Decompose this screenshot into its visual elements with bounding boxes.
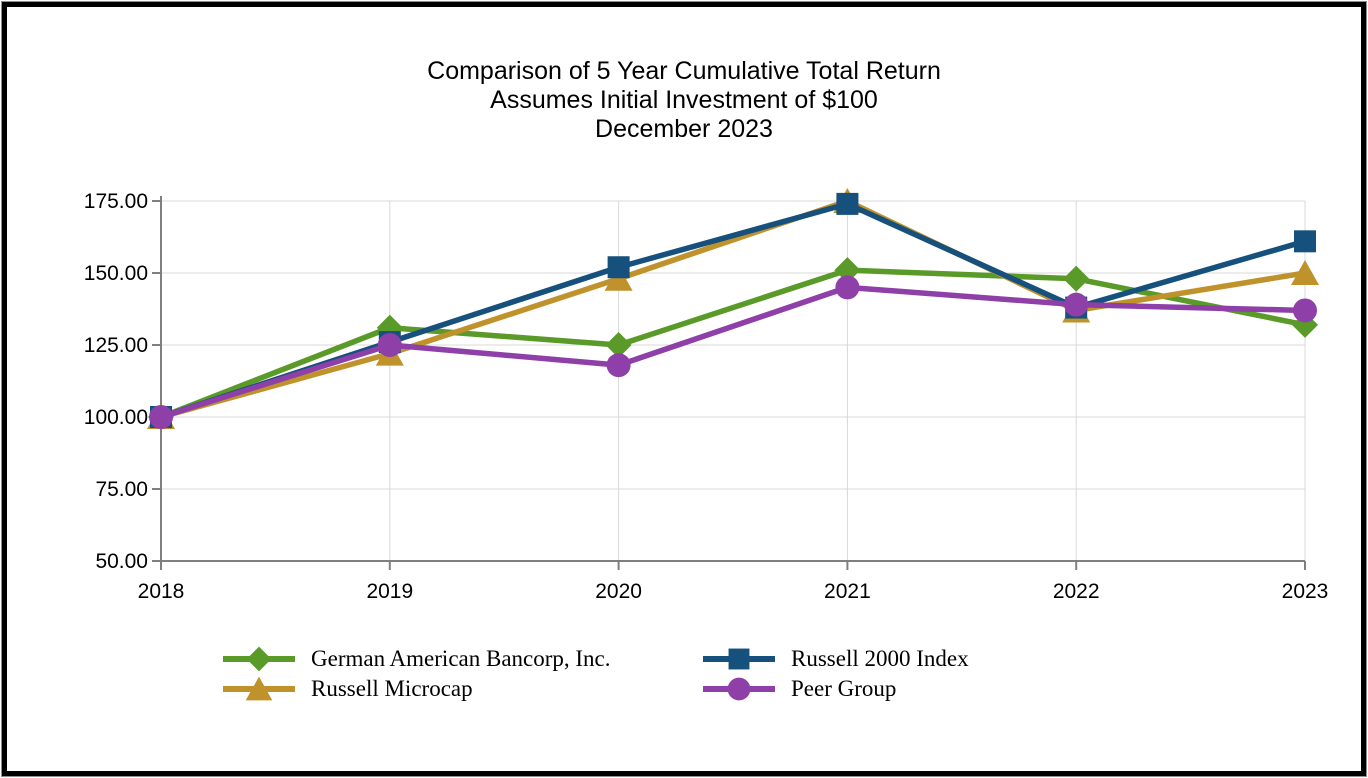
y-axis-tick-label: 125.00 <box>84 334 148 357</box>
series-point-2 <box>607 256 630 279</box>
series-point-3 <box>606 353 631 378</box>
series-point-2 <box>836 192 859 215</box>
x-axis-tick-label: 2020 <box>595 580 642 603</box>
series-point-3 <box>377 333 402 357</box>
chart-subtitle: Assumes Initial Investment of $100 <box>490 86 878 114</box>
series-point-0 <box>834 257 861 284</box>
y-axis-tick-label: 150.00 <box>84 262 148 285</box>
series-point-3 <box>1293 298 1317 323</box>
series-point-1 <box>1291 260 1319 285</box>
chart-title-block: Comparison of 5 Year Cumulative Total Re… <box>0 57 1368 144</box>
chart-title: Comparison of 5 Year Cumulative Total Re… <box>427 57 941 85</box>
series-point-1 <box>604 265 633 291</box>
y-axis-tick-label: 175.00 <box>84 190 148 213</box>
series-point-3 <box>835 275 860 300</box>
y-axis-tick-label: 75.00 <box>95 478 148 501</box>
x-axis-tick-label: 2019 <box>366 580 413 603</box>
series-point-0 <box>605 332 632 358</box>
series-point-3 <box>149 405 173 429</box>
x-axis-tick-label: 2023 <box>1282 580 1329 603</box>
chart-subtitle-date: December 2023 <box>595 115 773 143</box>
x-axis-tick-label: 2018 <box>138 580 185 603</box>
y-axis-tick-label: 50.00 <box>95 550 148 573</box>
x-axis-tick-label: 2021 <box>824 580 871 603</box>
series-point-2 <box>1294 230 1316 253</box>
y-axis-tick-label: 100.00 <box>84 406 148 429</box>
series-point-0 <box>1063 265 1090 292</box>
series-line-0 <box>160 267 1306 420</box>
series-point-3 <box>1064 292 1089 317</box>
series-line-3 <box>160 284 1306 420</box>
x-axis-tick-label: 2022 <box>1053 580 1100 603</box>
